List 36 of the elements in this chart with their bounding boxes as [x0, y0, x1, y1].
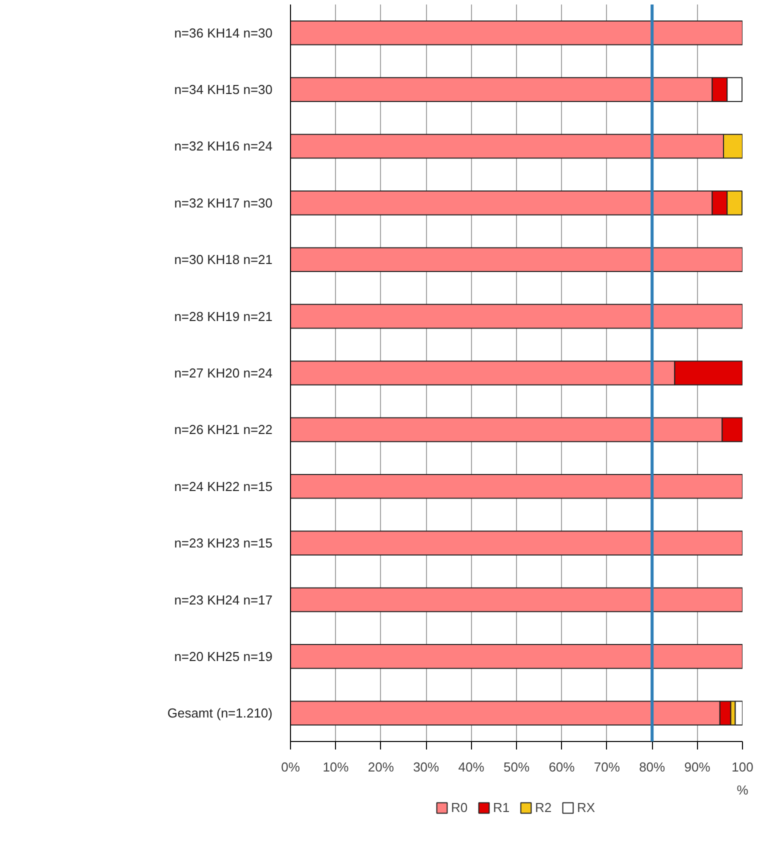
- legend-label: RX: [577, 800, 596, 815]
- y-tick-label: n=23 KH24 n=17: [174, 592, 273, 608]
- legend-label: R1: [493, 800, 511, 815]
- y-tick-label: n=30 KH18 n=21: [174, 252, 273, 268]
- bar: [290, 587, 742, 612]
- bar: [290, 247, 742, 272]
- legend-label: R2: [535, 800, 553, 815]
- bar: [290, 530, 742, 556]
- x-tick-label: 10%: [322, 760, 350, 774]
- y-tick-label: n=26 KH21 n=22: [174, 422, 273, 438]
- x-tick-label: 20%: [368, 760, 394, 774]
- y-tick-label: n=34 KH15 n=30: [174, 82, 273, 98]
- x-tick-label: 80%: [639, 760, 666, 774]
- bar: [290, 304, 742, 329]
- y-tick-label: n=20 KH25 n=19: [174, 648, 273, 664]
- y-tick-label: n=24 KH22 n=15: [174, 478, 273, 494]
- x-tick-label: 90%: [684, 760, 711, 774]
- y-tick-label: n=36 KH14 n=30: [174, 25, 273, 40]
- y-tick-label: n=27 KH20 n=24: [174, 366, 273, 380]
- y-tick-label: n=32 KH17 n=30: [174, 195, 273, 210]
- y-tick-label: n=32 KH16 n=24: [174, 138, 273, 154]
- x-tick-label: 0%: [281, 760, 300, 774]
- x-tick-label: 100: [732, 760, 754, 774]
- bar: [290, 644, 742, 669]
- x-tick-label: 50%: [503, 760, 530, 774]
- y-tick-label: n=28 KH19 n=21: [174, 308, 273, 324]
- x-tick-label: 60%: [548, 760, 576, 774]
- legend-label: R0: [451, 800, 469, 815]
- bar: [290, 474, 742, 499]
- y-tick-label: n=23 KH23 n=15: [174, 536, 273, 551]
- x-tick-label: 70%: [594, 760, 620, 774]
- x-tick-label: 40%: [458, 760, 485, 774]
- x-axis-title: %: [736, 782, 749, 798]
- x-tick-label: 30%: [413, 760, 440, 774]
- bar: [290, 20, 742, 46]
- y-tick-label: Gesamt (n=1.210): [167, 706, 273, 721]
